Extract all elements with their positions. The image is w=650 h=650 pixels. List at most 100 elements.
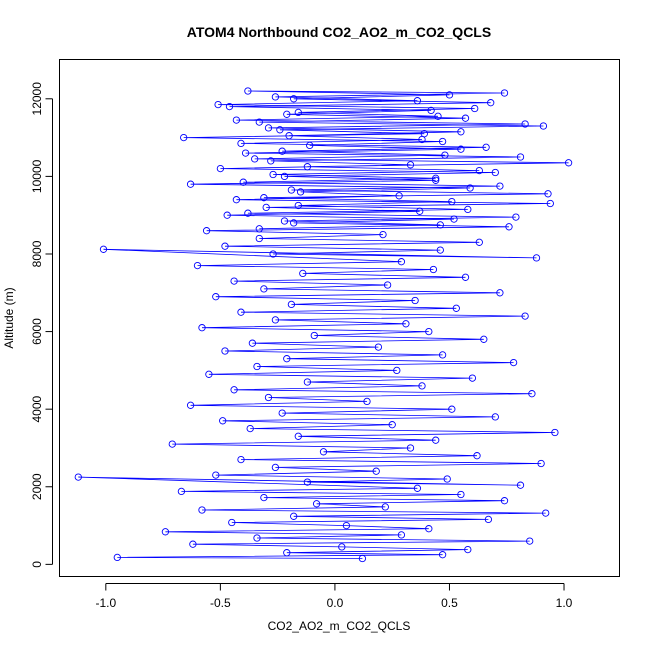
data-point [260,194,268,202]
data-point [397,531,406,539]
data-point [448,197,456,206]
data-point [484,515,493,524]
y-tick-label: 0 [30,561,44,568]
data-point [216,164,225,173]
data-point [393,366,401,375]
data-point [464,545,472,554]
data-point [509,358,518,367]
data-point [205,370,213,378]
data-point [232,196,241,204]
data-point [551,428,559,437]
data-point [564,159,573,167]
data-point [180,133,188,142]
data-point [269,250,277,258]
data-point [244,87,252,95]
data-point [280,217,289,225]
data-point [457,128,465,136]
data-point [338,543,346,551]
data-point [395,192,403,200]
data-point [500,89,509,97]
data-point [434,112,442,120]
data-point [113,553,121,562]
data-point [198,506,206,514]
data-point [303,478,312,486]
data-point [271,463,280,472]
data-point [241,149,250,157]
data-point [546,199,554,208]
y-tick-label: 8000 [30,240,44,267]
y-tick-label: 12000 [30,82,44,116]
data-point [283,549,291,557]
data-point [303,163,312,171]
data-point [299,269,307,278]
data-point [244,209,252,217]
data-point [294,201,302,210]
data-point [262,203,270,212]
data-point [487,99,495,107]
data-point [253,534,261,542]
data-point [438,351,447,359]
data-point [225,102,234,111]
data-point [475,238,483,246]
data-point [219,417,227,425]
y-axis: 0 2000 4000 6000 8000 10000 12000 [30,82,53,568]
data-point [416,207,424,215]
x-tick-label: 1.0 [556,596,573,610]
data-point [436,246,444,254]
data-point [290,219,298,227]
data-point [296,188,305,196]
data-point [466,184,474,192]
data-point [532,254,541,262]
data-point [432,174,440,182]
plot-area [74,87,573,563]
data-point [260,285,268,293]
data-point [358,554,367,563]
data-point [381,503,389,511]
data-point [342,521,351,530]
data-point [505,223,513,231]
data-point [290,95,298,103]
data-point [432,176,440,184]
y-tick-label: 4000 [30,396,44,423]
data-point [475,166,483,175]
data-point [411,296,419,305]
data-point [74,473,82,481]
data-point [294,432,302,440]
data-point [537,459,545,468]
data-point [255,234,263,243]
data-point [251,155,259,163]
data-point [306,141,314,150]
data-point [526,537,534,545]
data-point [319,448,328,456]
data-point [267,157,275,165]
data-point [223,211,231,219]
data-point [221,347,229,355]
data-point [287,300,296,309]
data-point [189,540,197,548]
data-point [436,221,444,229]
data-point [202,227,211,235]
x-axis-label: CO2_AO2_m_CO2_QCLS [268,619,411,633]
data-point [441,151,449,159]
data-point [278,147,286,155]
y-tick-label: 10000 [30,159,44,193]
data-point [406,161,415,169]
series-line [78,90,569,559]
data-point [212,471,220,479]
data-point [521,120,529,128]
data-point [468,374,477,382]
data-point [448,405,456,413]
x-tick-label: 0.5 [441,596,458,610]
data-point [99,245,108,253]
data-point [186,401,195,409]
data-point [310,331,318,340]
data-point [198,324,206,332]
data-point [283,355,291,363]
data-point [248,339,257,347]
data-point [516,153,525,161]
data-point [260,493,268,502]
data-point [413,97,422,105]
data-point [438,551,447,559]
data-point [239,178,247,186]
